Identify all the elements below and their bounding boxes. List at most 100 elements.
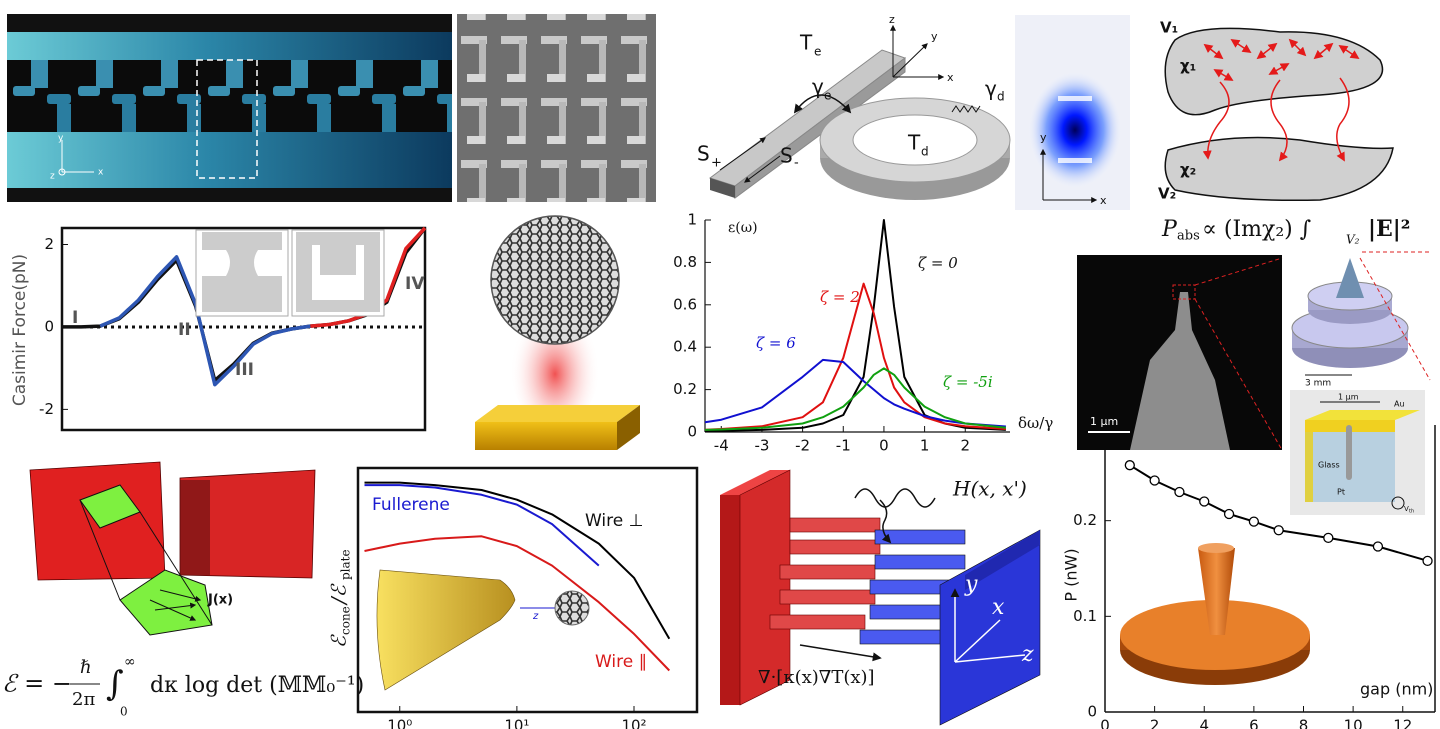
label: γ xyxy=(985,77,997,101)
curve-label: ζ = -5i xyxy=(943,373,993,391)
label: χ₁ xyxy=(1180,57,1196,75)
axis-label: z xyxy=(50,172,55,182)
label: V xyxy=(1404,505,1409,513)
axis-label: y xyxy=(964,572,978,597)
x-tick-label: 10¹ xyxy=(504,717,529,729)
x-tick-label: 4 xyxy=(1199,717,1209,729)
y-tick-label: 0.4 xyxy=(673,338,697,356)
glass-inset: 1 μm Au Glass Pt V th xyxy=(1290,390,1425,515)
y-tick-label: 2 xyxy=(44,235,54,253)
label: + xyxy=(711,156,722,171)
series-line xyxy=(704,367,1007,431)
series-line xyxy=(704,358,1006,428)
axis-label: z xyxy=(1021,642,1034,667)
data-point xyxy=(1174,486,1185,498)
casimir-inset xyxy=(195,229,385,317)
label: Pt xyxy=(1337,488,1345,497)
formula: V₂ xyxy=(1346,233,1360,247)
axis-label: y xyxy=(931,30,938,43)
region-label: I xyxy=(72,308,78,328)
label: d xyxy=(921,145,929,159)
data-point xyxy=(1124,460,1135,471)
series-line xyxy=(364,484,600,567)
scale-label: 1 μm xyxy=(1090,415,1118,428)
series-line xyxy=(704,282,1006,431)
x-tick-label: 2 xyxy=(960,437,970,455)
formula: ℰ = − xyxy=(2,670,72,698)
axis-label: x xyxy=(1100,194,1107,207)
y-axis-label: ℰ xyxy=(327,634,351,648)
y-tick-label: 0.8 xyxy=(673,253,697,271)
x-tick-label: 12 xyxy=(1393,717,1412,729)
y-tick-label: 0 xyxy=(687,423,697,441)
region-label: IV xyxy=(405,274,425,294)
series-line xyxy=(704,219,1006,432)
cone-tip-diagram: 3 mm xyxy=(1291,251,1432,389)
series-line xyxy=(364,481,671,640)
label: 1 μm xyxy=(1338,393,1359,402)
curve-label: ζ = 2 xyxy=(820,288,860,306)
label: e xyxy=(824,89,831,103)
axis-label: x xyxy=(992,595,1005,620)
x-tick-label: 10 xyxy=(1344,717,1363,729)
x-tick-label: 0 xyxy=(1100,717,1110,729)
x-axis-label: gap (nm) xyxy=(1360,680,1433,699)
region-label: III xyxy=(235,360,254,380)
y-tick-label: 0 xyxy=(1087,703,1097,721)
axis-label: z xyxy=(532,611,539,622)
formula: ∞ xyxy=(124,654,136,670)
x-tick-label: 0 xyxy=(879,437,889,455)
formula: P xyxy=(1161,217,1178,242)
axis-label: y xyxy=(58,134,64,144)
formula: abs xyxy=(1177,229,1200,244)
label: - xyxy=(794,156,799,171)
formula: ℏ xyxy=(80,657,92,678)
label: H(x, x') xyxy=(952,477,1027,501)
disk-cone-model xyxy=(1120,543,1310,685)
curve-label: ζ = 6 xyxy=(756,334,796,352)
formula: 0 xyxy=(120,705,128,719)
data-point xyxy=(1323,532,1334,544)
cone-wire-model: z xyxy=(376,569,590,691)
y-axis-label: cone xyxy=(339,606,353,635)
label: S xyxy=(780,144,793,168)
formula: 2π xyxy=(72,689,95,710)
y-tick-label: -2 xyxy=(39,400,54,418)
data-point xyxy=(1149,475,1160,486)
label: Au xyxy=(1394,400,1405,409)
y-axis-label: plate xyxy=(339,549,353,580)
curve-label: Wire ⊥ xyxy=(585,511,643,531)
data-point xyxy=(1248,516,1260,527)
y-axis-label: Casimir Force(pN) xyxy=(10,254,30,406)
x-tick-label: 8 xyxy=(1299,717,1309,729)
y-tick-label: 0.2 xyxy=(673,380,697,398)
sem-image xyxy=(457,14,656,202)
x-tick-label: 10⁰ xyxy=(387,717,412,729)
label: e xyxy=(814,45,821,59)
x-tick-label: 2 xyxy=(1150,717,1160,729)
plot-frame xyxy=(356,466,699,714)
y-tick-label: 0.6 xyxy=(673,295,697,313)
comb-diagram: H(x, x') y x z ∇·[κ(x)∇T(x)] xyxy=(720,469,1041,726)
axis-label: x xyxy=(98,168,104,178)
data-point xyxy=(1422,555,1433,566)
region-label: II xyxy=(178,320,191,340)
series-line xyxy=(99,255,311,387)
plot-frame xyxy=(60,226,427,432)
label: T xyxy=(907,131,921,155)
series-line xyxy=(1129,464,1428,562)
fullerene-diagram xyxy=(475,215,640,450)
scale-label: 3 mm xyxy=(1305,379,1331,389)
sem-tip-image: 1 μm xyxy=(1077,255,1283,451)
label: V₂ xyxy=(1158,185,1176,203)
data-point xyxy=(1273,525,1284,536)
x-tick-label: 10² xyxy=(621,717,646,729)
label: d xyxy=(997,90,1005,104)
x-tick-label: 1 xyxy=(920,437,930,455)
x-axis-label: δω/γ xyxy=(1018,414,1053,432)
axis-label: x xyxy=(947,71,954,84)
label: V₁ xyxy=(1160,19,1178,37)
absorption-formula: P abs ∝ (Imχ₂) ∫ V₂ |E|² xyxy=(1161,216,1410,247)
y-tick-label: 0 xyxy=(44,317,54,335)
